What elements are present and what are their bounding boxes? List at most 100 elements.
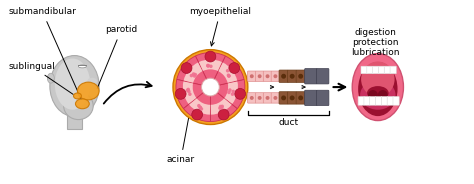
Circle shape <box>199 105 202 109</box>
Circle shape <box>201 107 204 110</box>
Bar <box>67 112 82 129</box>
Ellipse shape <box>87 78 97 85</box>
Circle shape <box>258 96 262 100</box>
Wedge shape <box>177 56 208 86</box>
FancyBboxPatch shape <box>263 71 272 82</box>
Circle shape <box>235 89 246 99</box>
Wedge shape <box>211 98 232 115</box>
Wedge shape <box>183 81 196 104</box>
Circle shape <box>221 106 225 110</box>
Ellipse shape <box>47 73 55 83</box>
Circle shape <box>205 51 216 62</box>
Circle shape <box>223 73 227 76</box>
Circle shape <box>229 93 232 96</box>
FancyBboxPatch shape <box>370 97 376 105</box>
FancyBboxPatch shape <box>247 93 256 103</box>
Text: digestion: digestion <box>355 28 397 37</box>
Circle shape <box>187 89 191 92</box>
Circle shape <box>265 74 270 78</box>
FancyBboxPatch shape <box>255 93 264 103</box>
Wedge shape <box>210 90 237 122</box>
Ellipse shape <box>55 59 90 110</box>
Circle shape <box>198 106 202 109</box>
FancyBboxPatch shape <box>393 97 399 105</box>
Text: duct: duct <box>278 118 298 127</box>
Ellipse shape <box>75 99 89 109</box>
Wedge shape <box>183 90 210 122</box>
Circle shape <box>250 96 254 100</box>
Circle shape <box>175 89 186 99</box>
FancyBboxPatch shape <box>384 66 391 74</box>
Wedge shape <box>176 79 207 109</box>
Circle shape <box>210 61 214 65</box>
Circle shape <box>219 107 223 111</box>
FancyBboxPatch shape <box>317 90 329 106</box>
Wedge shape <box>199 59 222 71</box>
Circle shape <box>258 74 262 78</box>
Ellipse shape <box>64 92 93 120</box>
Wedge shape <box>212 56 244 86</box>
Wedge shape <box>225 81 238 104</box>
Circle shape <box>211 62 215 66</box>
Circle shape <box>201 78 219 96</box>
Circle shape <box>230 89 233 92</box>
FancyBboxPatch shape <box>288 92 297 104</box>
Circle shape <box>228 92 231 95</box>
Circle shape <box>250 74 254 78</box>
Circle shape <box>281 74 286 79</box>
Circle shape <box>191 74 195 78</box>
Ellipse shape <box>358 62 398 116</box>
Circle shape <box>227 73 231 76</box>
FancyBboxPatch shape <box>271 71 280 82</box>
FancyBboxPatch shape <box>296 70 305 82</box>
Circle shape <box>298 74 303 79</box>
FancyBboxPatch shape <box>373 66 379 74</box>
Wedge shape <box>183 62 202 83</box>
FancyBboxPatch shape <box>387 97 393 105</box>
Ellipse shape <box>367 86 389 100</box>
Circle shape <box>192 109 202 120</box>
Circle shape <box>191 70 194 73</box>
Ellipse shape <box>78 65 86 68</box>
Ellipse shape <box>73 93 82 99</box>
Circle shape <box>218 109 229 120</box>
Circle shape <box>192 71 195 75</box>
Circle shape <box>273 96 277 100</box>
FancyBboxPatch shape <box>247 71 256 82</box>
Circle shape <box>210 63 214 67</box>
FancyBboxPatch shape <box>364 97 370 105</box>
Circle shape <box>298 95 303 100</box>
Ellipse shape <box>352 54 403 121</box>
FancyBboxPatch shape <box>367 66 373 74</box>
FancyBboxPatch shape <box>279 70 288 82</box>
Text: myoepithelial: myoepithelial <box>189 7 251 46</box>
Text: protection: protection <box>353 38 399 47</box>
Circle shape <box>265 96 270 100</box>
Wedge shape <box>195 53 225 83</box>
FancyBboxPatch shape <box>361 66 367 74</box>
Circle shape <box>378 90 388 100</box>
Wedge shape <box>189 98 210 115</box>
FancyBboxPatch shape <box>378 66 384 74</box>
FancyBboxPatch shape <box>305 69 317 84</box>
FancyBboxPatch shape <box>305 90 317 106</box>
Circle shape <box>230 93 234 97</box>
Circle shape <box>187 88 191 92</box>
Circle shape <box>290 74 295 79</box>
Circle shape <box>189 71 192 75</box>
Circle shape <box>219 107 223 110</box>
Circle shape <box>181 63 192 73</box>
Circle shape <box>281 95 286 100</box>
Circle shape <box>290 95 295 100</box>
Ellipse shape <box>361 61 394 97</box>
Circle shape <box>227 70 231 74</box>
Circle shape <box>217 107 220 110</box>
FancyBboxPatch shape <box>358 97 365 105</box>
FancyBboxPatch shape <box>279 92 288 104</box>
Circle shape <box>197 106 201 109</box>
Circle shape <box>229 63 240 73</box>
Wedge shape <box>219 62 237 83</box>
FancyBboxPatch shape <box>296 92 305 104</box>
Wedge shape <box>214 79 245 109</box>
Ellipse shape <box>50 56 99 117</box>
